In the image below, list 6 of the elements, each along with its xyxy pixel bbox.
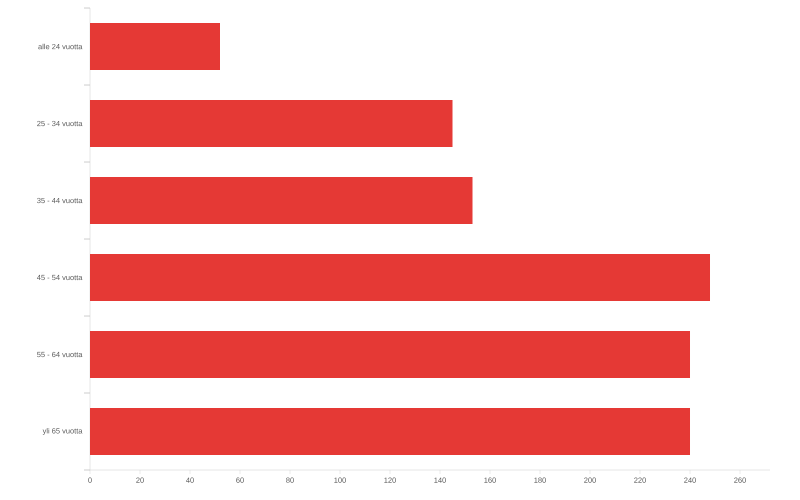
bar bbox=[90, 254, 710, 301]
bar bbox=[90, 177, 473, 224]
bar bbox=[90, 408, 690, 455]
bar bbox=[90, 331, 690, 378]
bar bbox=[90, 23, 220, 70]
bar bbox=[90, 100, 453, 147]
